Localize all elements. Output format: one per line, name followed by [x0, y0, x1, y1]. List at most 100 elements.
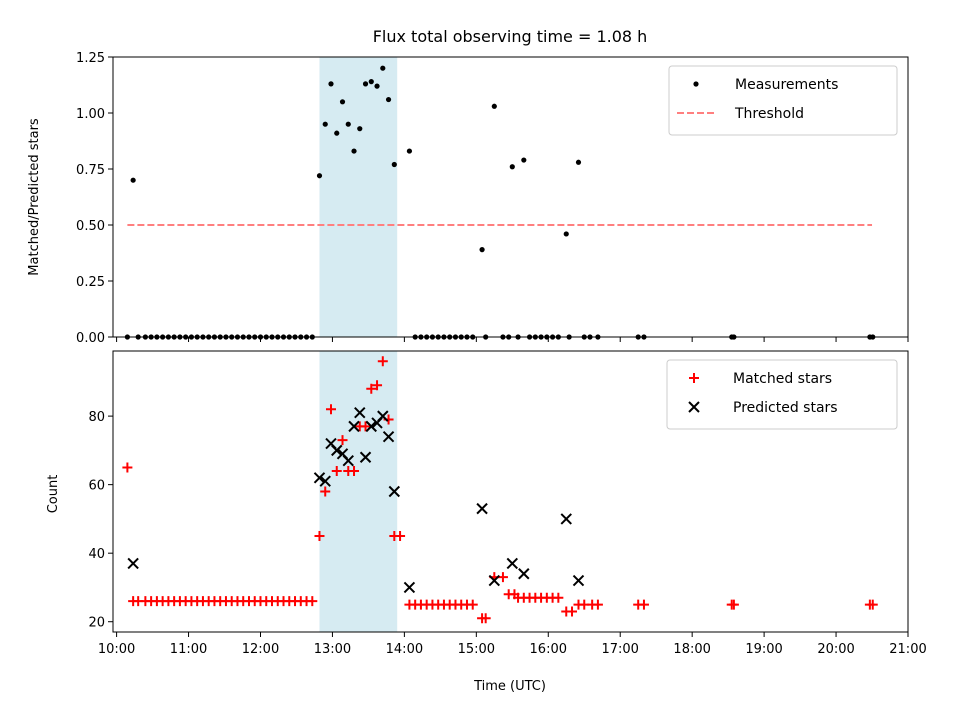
plot-area [127, 65, 873, 253]
bottom-panel: 20 40 60 80 10:00 11:00 12:00 13:00 14:00 15:00 16… [88, 350, 927, 657]
measurement-point [406, 148, 413, 154]
x-tick-label: 13:00 [314, 642, 351, 657]
x-tick-label: 17:00 [601, 642, 638, 657]
legend-predicted-swatch [688, 401, 700, 413]
matched-stars-point [122, 462, 133, 473]
measurement-point [575, 159, 582, 165]
legend-label: Predicted stars [733, 400, 838, 416]
matched-stars-point [867, 599, 878, 610]
y-tick-label: 80 [88, 410, 105, 425]
matched-stars-point [480, 613, 491, 624]
measurement-point [563, 231, 569, 237]
predicted-stars-point [127, 557, 139, 570]
top-y-axis-label: Matched/Predicted stars [27, 118, 42, 276]
matched-stars-point [314, 531, 325, 542]
measurement-point [130, 177, 136, 183]
matched-stars-point [349, 465, 360, 476]
measurement-point [362, 81, 369, 87]
measurement-point [345, 121, 351, 127]
matched-stars-point [360, 421, 371, 432]
predicted-stars-point [382, 430, 395, 443]
y-tick-label: 20 [88, 616, 105, 631]
chart-title: Flux total observing time = 1.08 h [373, 27, 648, 46]
matched-stars-point [728, 599, 739, 610]
matched-stars-point [307, 596, 318, 607]
plot-area [122, 356, 878, 624]
legend-box [668, 65, 898, 136]
y-tick-label: 60 [88, 479, 105, 494]
y-tick-label: 40 [88, 547, 105, 562]
x-axis-label: Time (UTC) [473, 679, 546, 694]
top-panel: 0.00 0.25 0.50 0.75 1.00 1.25 Measurements Thre… [76, 51, 909, 346]
y-tick-label: 0.75 [76, 163, 105, 178]
predicted-stars-point [476, 502, 488, 515]
x-tick-label: 18:00 [673, 642, 710, 657]
matched-stars-point [567, 606, 578, 617]
y-tick-label: 0.25 [76, 275, 105, 290]
measurement-point [521, 157, 527, 163]
predicted-stars-point [354, 406, 366, 419]
measurement-point [491, 103, 497, 109]
axes-frame [112, 56, 909, 338]
y-tick-label: 1.25 [76, 51, 105, 66]
measurement-point [479, 247, 485, 253]
matched-stars-point [497, 572, 508, 583]
matched-stars-point [366, 383, 377, 394]
measurement-point [334, 130, 340, 136]
matched-stars-point [467, 599, 478, 610]
x-tick-label: 15:00 [458, 642, 495, 657]
matched-stars-point [325, 404, 336, 415]
measurement-point [357, 126, 363, 132]
x-tick-label: 14:00 [386, 642, 423, 657]
legend: Matched stars Predicted stars [666, 359, 898, 430]
predicted-stars-point [359, 451, 372, 463]
predicted-stars-point [488, 574, 501, 587]
predicted-stars-point [388, 485, 401, 498]
matched-stars-point [372, 380, 383, 391]
predicted-stars-point [506, 557, 519, 570]
measurement-point [509, 164, 515, 170]
matched-stars-point [337, 435, 348, 446]
matched-stars-point [377, 356, 388, 367]
x-tick-label: 21:00 [889, 642, 926, 657]
legend-label: Measurements [735, 77, 838, 93]
predicted-stars-point [572, 574, 585, 587]
legend-measurement-swatch [693, 81, 699, 87]
x-tick-label: 12:00 [242, 642, 279, 657]
x-tick-label: 10:00 [98, 642, 135, 657]
measurement-point [328, 81, 334, 87]
y-tick-label: 0.00 [76, 331, 105, 346]
predicted-stars-point [313, 472, 326, 484]
measurement-point [316, 173, 323, 179]
measurement-point [391, 161, 397, 168]
measurement-point [368, 79, 374, 85]
measurement-point [380, 65, 386, 71]
legend-label: Matched stars [733, 371, 832, 387]
predicted-stars-point [403, 581, 416, 594]
measurement-point [322, 121, 328, 127]
y-tick-label: 1.00 [76, 107, 105, 122]
predicted-stars-point [518, 568, 530, 580]
axes-frame [112, 350, 909, 633]
legend-box [666, 359, 898, 430]
legend-matched-swatch [689, 373, 699, 383]
predicted-stars-point [377, 410, 389, 422]
x-tick-label: 11:00 [170, 642, 207, 657]
measurement-point [385, 96, 392, 103]
legend: Measurements Threshold [668, 65, 898, 136]
observing-window-span [319, 351, 398, 632]
measurement-point [374, 83, 380, 89]
predicted-stars-point [365, 420, 377, 433]
predicted-stars-point [342, 454, 354, 467]
predicted-stars-point [331, 444, 343, 457]
x-tick-label: 19:00 [745, 642, 782, 657]
predicted-stars-point [560, 513, 572, 525]
bottom-y-axis-label: Count [46, 475, 61, 514]
predicted-stars-point [319, 475, 331, 487]
observing-window-span [319, 57, 398, 337]
predicted-stars-point [348, 420, 360, 433]
matched-stars-point [331, 465, 342, 476]
y-tick-label: 0.50 [76, 219, 105, 234]
matched-stars-point [395, 531, 406, 542]
